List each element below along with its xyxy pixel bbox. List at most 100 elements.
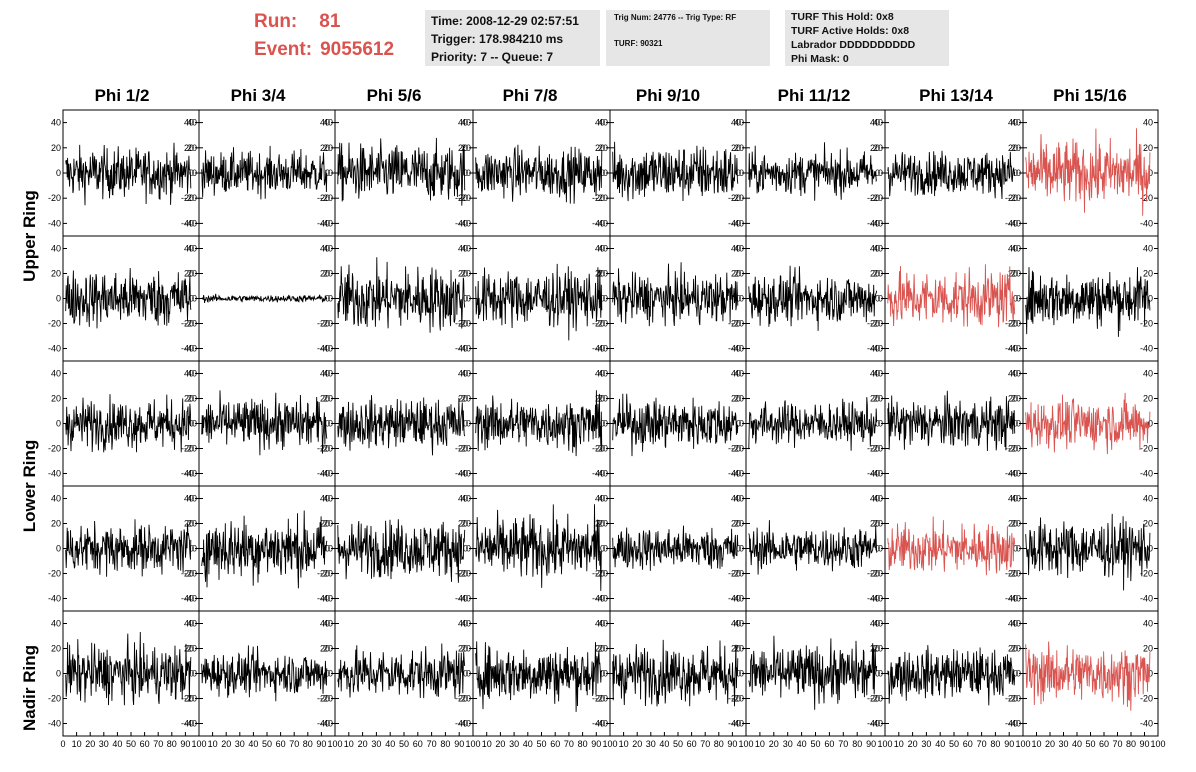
y-tick-label-left: 20 bbox=[187, 143, 197, 153]
y-tick-label-right: 0 bbox=[1013, 544, 1018, 554]
y-tick-label-right: -40 bbox=[317, 594, 330, 604]
x-tick-label: 60 bbox=[963, 739, 973, 749]
y-tick-label-left: 20 bbox=[461, 644, 471, 654]
y-tick-label-right: -40 bbox=[1140, 719, 1153, 729]
x-tick-label: 90 bbox=[591, 739, 601, 749]
y-tick-label-right: -40 bbox=[181, 469, 194, 479]
x-tick-label: 100 bbox=[327, 739, 342, 749]
y-tick-label-left: 20 bbox=[873, 269, 883, 279]
y-tick-label-left: -40 bbox=[1008, 469, 1021, 479]
x-tick-label: 80 bbox=[440, 739, 450, 749]
phi-mask-text: Phi Mask: 0 bbox=[791, 53, 849, 65]
waveform-r1-c0 bbox=[65, 267, 192, 329]
y-tick-label-left: 40 bbox=[598, 619, 608, 629]
y-tick-label-right: 20 bbox=[320, 269, 330, 279]
waveform-r4-c6 bbox=[887, 645, 1016, 706]
y-tick-label-left: 20 bbox=[461, 394, 471, 404]
y-tick-label-left: -20 bbox=[184, 569, 197, 579]
y-tick-label-left: -40 bbox=[731, 719, 744, 729]
waveform-r1-c1 bbox=[201, 293, 328, 304]
y-tick-label-left: 0 bbox=[739, 168, 744, 178]
y-tick-label-right: 0 bbox=[736, 168, 741, 178]
y-tick-label-right: 20 bbox=[320, 519, 330, 529]
y-tick-label-left: 20 bbox=[461, 143, 471, 153]
y-tick-label-right: 0 bbox=[463, 669, 468, 679]
y-tick-label-right: 40 bbox=[458, 369, 468, 379]
y-tick-label-left: -20 bbox=[595, 193, 608, 203]
x-tick-label: 10 bbox=[208, 739, 218, 749]
x-tick-label: 40 bbox=[385, 739, 395, 749]
y-tick-label-left: 0 bbox=[603, 669, 608, 679]
y-tick-label-left: -20 bbox=[48, 319, 61, 329]
y-tick-label-left: -40 bbox=[184, 719, 197, 729]
y-tick-label-left: -20 bbox=[595, 694, 608, 704]
y-tick-label-right: -40 bbox=[867, 344, 880, 354]
y-tick-label-right: 0 bbox=[325, 544, 330, 554]
y-tick-label-left: 40 bbox=[1011, 494, 1021, 504]
y-tick-label-left: -40 bbox=[1008, 218, 1021, 228]
y-tick-label-right: 0 bbox=[189, 669, 194, 679]
y-tick-label-left: 20 bbox=[461, 519, 471, 529]
y-tick-label-left: 40 bbox=[734, 118, 744, 128]
x-tick-label: 70 bbox=[153, 739, 163, 749]
x-tick-label: 50 bbox=[810, 739, 820, 749]
x-tick-label: 10 bbox=[72, 739, 82, 749]
waveform-r4-c4 bbox=[612, 639, 739, 707]
time-info-box: Time: 2008-12-29 02:57:51 Trigger: 178.9… bbox=[425, 10, 600, 66]
y-tick-label-left: 0 bbox=[328, 294, 333, 304]
y-tick-label-left: -20 bbox=[48, 694, 61, 704]
x-tick-label: 100 bbox=[465, 739, 480, 749]
waveform-r2-c5 bbox=[748, 397, 878, 451]
y-tick-label-left: 0 bbox=[603, 419, 608, 429]
column-header-phi-11-12: Phi 11/12 bbox=[777, 86, 851, 105]
y-tick-label-left: -40 bbox=[595, 344, 608, 354]
column-header-phi-7-8: Phi 7/8 bbox=[502, 86, 558, 105]
x-tick-label: 50 bbox=[126, 739, 136, 749]
y-tick-label-left: 40 bbox=[461, 244, 471, 254]
y-tick-label-right: -20 bbox=[455, 569, 468, 579]
y-tick-label-right: 40 bbox=[1143, 244, 1153, 254]
y-tick-label-right: 40 bbox=[184, 369, 194, 379]
y-tick-label-left: -20 bbox=[184, 193, 197, 203]
x-tick-label: 80 bbox=[852, 739, 862, 749]
y-tick-label-right: -20 bbox=[592, 444, 605, 454]
y-tick-label-left: -40 bbox=[48, 719, 61, 729]
y-tick-label-left: 20 bbox=[1011, 519, 1021, 529]
y-tick-label-left: 40 bbox=[187, 619, 197, 629]
y-tick-label-right: -20 bbox=[1005, 319, 1018, 329]
y-tick-label-left: 0 bbox=[878, 419, 883, 429]
y-tick-label-right: 0 bbox=[1148, 294, 1153, 304]
y-tick-label-right: 0 bbox=[875, 669, 880, 679]
y-tick-label-left: 0 bbox=[878, 544, 883, 554]
x-tick-label: 10 bbox=[482, 739, 492, 749]
y-tick-label-left: -40 bbox=[731, 344, 744, 354]
y-tick-label-left: 0 bbox=[603, 544, 608, 554]
y-tick-label-left: 0 bbox=[1016, 294, 1021, 304]
y-tick-label-left: 0 bbox=[328, 419, 333, 429]
waveform-r0-c2 bbox=[337, 137, 466, 206]
y-tick-label-right: 20 bbox=[731, 394, 741, 404]
waveform-r1-c5 bbox=[748, 265, 878, 331]
y-tick-label-left: 0 bbox=[466, 168, 471, 178]
y-tick-label-left: 20 bbox=[51, 143, 61, 153]
column-header-phi-9-10: Phi 9/10 bbox=[635, 86, 701, 105]
y-tick-label-right: -40 bbox=[1005, 719, 1018, 729]
y-tick-label-right: -20 bbox=[1005, 569, 1018, 579]
x-tick-label: 40 bbox=[112, 739, 122, 749]
y-tick-label-left: 40 bbox=[1011, 369, 1021, 379]
y-tick-label-right: -40 bbox=[1140, 218, 1153, 228]
panel-frame-r4-c2 bbox=[334, 610, 474, 737]
y-tick-label-left: -20 bbox=[184, 444, 197, 454]
y-tick-label-left: -40 bbox=[48, 594, 61, 604]
y-tick-label-right: -20 bbox=[455, 694, 468, 704]
y-tick-label-right: 40 bbox=[595, 494, 605, 504]
y-tick-label-right: -40 bbox=[728, 469, 741, 479]
y-tick-label-left: 40 bbox=[323, 619, 333, 629]
y-tick-label-right: 0 bbox=[1148, 544, 1153, 554]
y-tick-label-right: -20 bbox=[181, 694, 194, 704]
y-tick-label-left: 20 bbox=[734, 644, 744, 654]
y-tick-label-right: 20 bbox=[1008, 394, 1018, 404]
y-tick-label-right: 40 bbox=[1008, 118, 1018, 128]
y-tick-label-left: -40 bbox=[458, 594, 471, 604]
y-tick-label-left: -40 bbox=[870, 594, 883, 604]
